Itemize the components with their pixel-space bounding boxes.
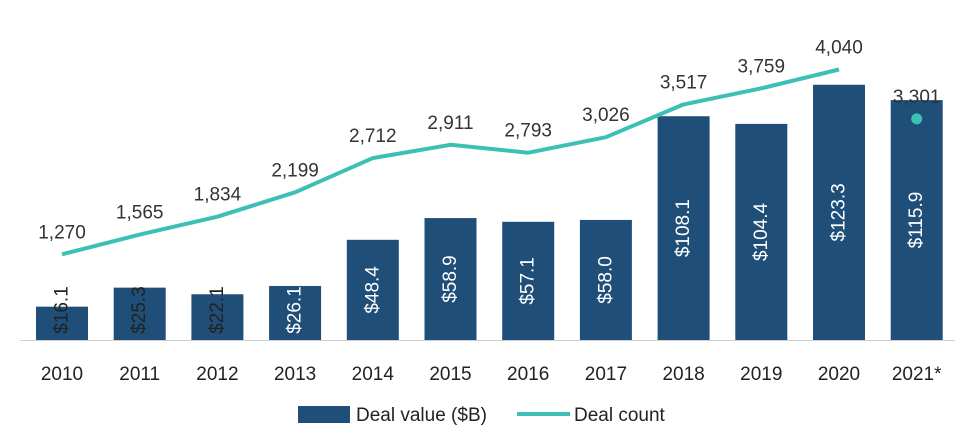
- category-label-7: 2017: [585, 364, 627, 385]
- value-label-7: $58.0: [595, 256, 616, 304]
- bar-8: [657, 116, 710, 340]
- count-label-11: 3,301: [893, 87, 941, 108]
- category-label-10: 2020: [818, 364, 860, 385]
- count-label-7: 3,026: [582, 105, 630, 126]
- value-label-8: $108.1: [673, 199, 694, 257]
- bar-10: [813, 84, 865, 340]
- count-label-1: 1,565: [116, 203, 164, 224]
- bar-7: [579, 219, 632, 340]
- bar-6: [502, 221, 555, 340]
- value-label-5: $58.9: [440, 255, 461, 303]
- category-label-9: 2019: [740, 364, 782, 385]
- category-label-0: 2010: [41, 364, 83, 385]
- legend-bar-swatch: [298, 406, 350, 423]
- count-label-2: 1,834: [194, 185, 242, 206]
- legend-bar-label: Deal value ($B): [356, 405, 487, 426]
- value-label-1: $25.3: [129, 286, 150, 334]
- count-label-10: 4,040: [815, 38, 863, 59]
- bar-0: [36, 306, 88, 340]
- category-label-1: 2011: [119, 364, 160, 385]
- category-label-6: 2016: [507, 364, 549, 385]
- deal-count-points-group: [911, 113, 923, 125]
- category-label-8: 2018: [662, 364, 704, 385]
- value-label-10: $123.3: [829, 183, 850, 241]
- value-label-2: $22.1: [207, 286, 228, 334]
- value-label-4: $48.4: [362, 266, 383, 314]
- category-label-11: 2021*: [892, 364, 942, 385]
- category-label-2: 2012: [196, 364, 238, 385]
- value-label-9: $104.4: [751, 202, 772, 261]
- count-point-11: [911, 113, 923, 125]
- value-label-3: $26.1: [285, 286, 306, 334]
- value-label-6: $57.1: [518, 257, 539, 305]
- deal-count-labels-group: 1,270 1,565 1,834 2,199 2,712 2,911 2,793 3,026…: [38, 38, 940, 244]
- count-label-3: 2,199: [271, 160, 319, 181]
- legend-line-label: Deal count: [574, 405, 666, 426]
- deal-count-line: [61, 67, 840, 257]
- category-label-3: 2013: [274, 364, 316, 385]
- category-label-5: 2015: [429, 364, 471, 385]
- bar-11: [890, 100, 943, 340]
- bar-1: [113, 287, 166, 340]
- bar-2: [191, 294, 244, 340]
- legend: Deal value ($B) Deal count: [298, 405, 666, 426]
- count-label-0: 1,270: [38, 222, 86, 243]
- count-label-6: 2,793: [504, 121, 552, 142]
- bar-3: [269, 285, 322, 340]
- bar-4: [346, 239, 399, 340]
- count-label-4: 2,712: [349, 126, 397, 147]
- value-label-0: $16.1: [52, 286, 73, 334]
- category-label-4: 2014: [352, 364, 395, 385]
- bar-9: [735, 123, 788, 340]
- bar-5: [424, 218, 477, 340]
- count-label-9: 3,759: [738, 56, 786, 77]
- count-label-5: 2,911: [427, 113, 473, 134]
- value-label-11: $115.9: [906, 192, 927, 249]
- count-label-8: 3,517: [660, 72, 708, 93]
- bars-group: [36, 84, 943, 340]
- category-labels-group: 2010 2011 2012 2013 2014 2015 2016 2017 2018 2019…: [41, 364, 942, 385]
- value-labels-group: $16.1 $25.3 $22.1 $26.1 $48.4 $58.9 $57.1 $58.0…: [52, 183, 928, 333]
